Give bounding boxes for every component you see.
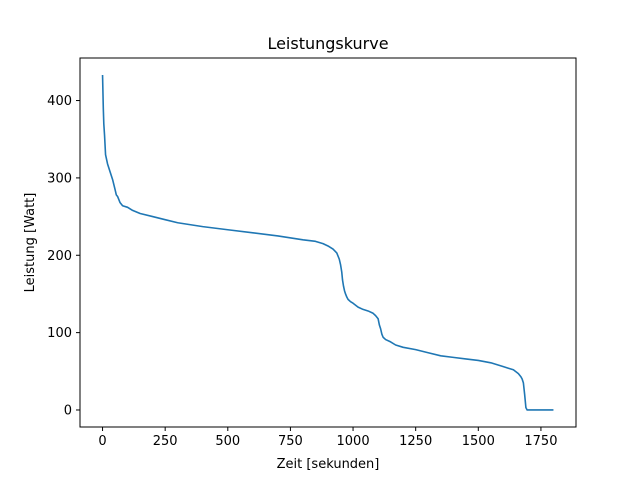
y-tick-label: 200 [47, 249, 72, 264]
y-tick-label: 100 [47, 326, 72, 341]
x-tick-label: 500 [215, 434, 240, 449]
y-tick-label: 400 [47, 94, 72, 109]
axes-frame [79, 57, 577, 428]
x-tick-label: 750 [278, 434, 303, 449]
y-axis-ticks: 0 100 200 300 400 [47, 94, 80, 418]
x-tick-label: 1500 [462, 434, 495, 449]
plot-area [101, 75, 554, 411]
chart-title: Leistungskurve [267, 34, 388, 53]
x-tick-label: 1750 [524, 434, 557, 449]
x-tick-label: 1000 [337, 434, 370, 449]
x-tick-label: 250 [153, 434, 178, 449]
x-axis-label: Zeit [sekunden] [277, 457, 380, 472]
series-line-0 [101, 75, 554, 411]
y-tick-label: 0 [64, 403, 72, 418]
y-tick-label: 300 [47, 171, 72, 186]
x-axis-ticks: 0 250 500 750 1000 1250 1500 1750 [98, 427, 557, 449]
x-tick-label: 1250 [399, 434, 432, 449]
x-tick-label: 0 [98, 434, 106, 449]
y-axis-label: Leistung [Watt] [23, 193, 38, 293]
